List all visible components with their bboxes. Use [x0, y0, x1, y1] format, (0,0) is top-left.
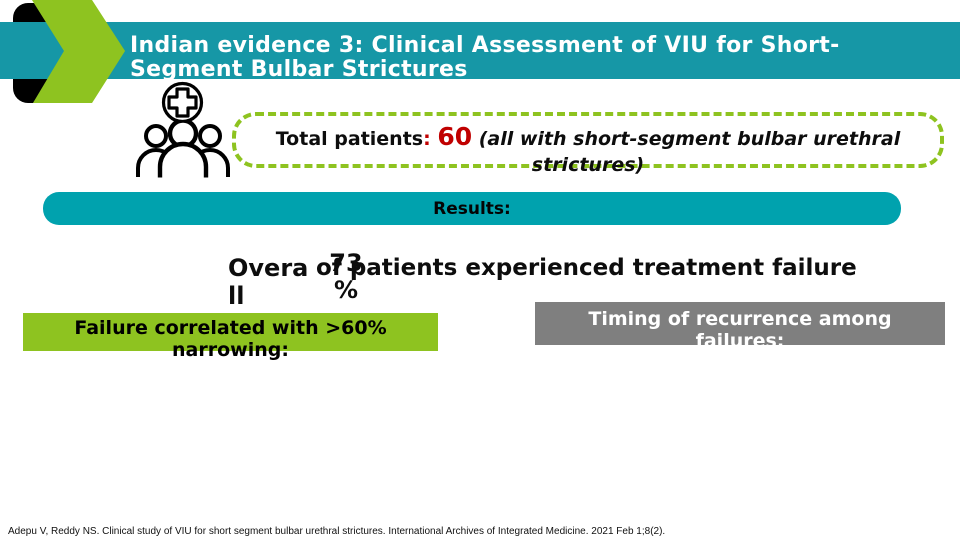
total-patients-text: Total patients: 60 (all with short-segme…: [243, 124, 933, 178]
percentage-sign: %: [333, 276, 359, 304]
total-patients-colon: :: [423, 128, 438, 150]
total-patients-label: Total patients: [275, 128, 424, 150]
failure-correlation-line1: Failure correlated with >60%: [74, 317, 387, 339]
recurrence-timing-box: Timing of recurrence among failures:: [535, 302, 945, 352]
recurrence-timing-line1: Timing of recurrence among: [588, 308, 892, 330]
overall-line2: ll: [228, 282, 245, 310]
failure-correlation-box: Failure correlated with >60% narrowing:: [23, 313, 438, 361]
failure-correlation-line2: narrowing:: [172, 339, 289, 361]
citation-text: Adepu V, Reddy NS. Clinical study of VIU…: [8, 526, 666, 537]
percentage-text: 73 %: [320, 250, 372, 304]
title-band: Indian evidence 3: Clinical Assessment o…: [0, 22, 960, 79]
total-patients-box: Total patients: 60 (all with short-segme…: [232, 112, 944, 176]
percentage-value: 73: [329, 249, 363, 277]
medical-plus-icon: [161, 81, 204, 124]
recurrence-timing-line2: failures:: [695, 330, 785, 352]
page-title-line1: Indian evidence 3: Clinical Assessment o…: [130, 33, 840, 58]
overall-text: Overa ll: [228, 254, 324, 310]
patients-group-icon: [136, 121, 230, 178]
results-label: Results:: [433, 198, 511, 219]
total-patients-count: 60: [437, 122, 473, 151]
page-title: Indian evidence 3: Clinical Assessment o…: [130, 33, 958, 80]
overall-line1: Overa: [228, 254, 309, 282]
page-title-line2: Segment Bulbar Strictures: [130, 57, 468, 80]
finding-sentence: of patients experienced treatment failur…: [316, 255, 857, 281]
total-patients-note: (all with short-segment bulbar urethral …: [472, 128, 901, 176]
results-header-bar: Results:: [43, 192, 901, 225]
